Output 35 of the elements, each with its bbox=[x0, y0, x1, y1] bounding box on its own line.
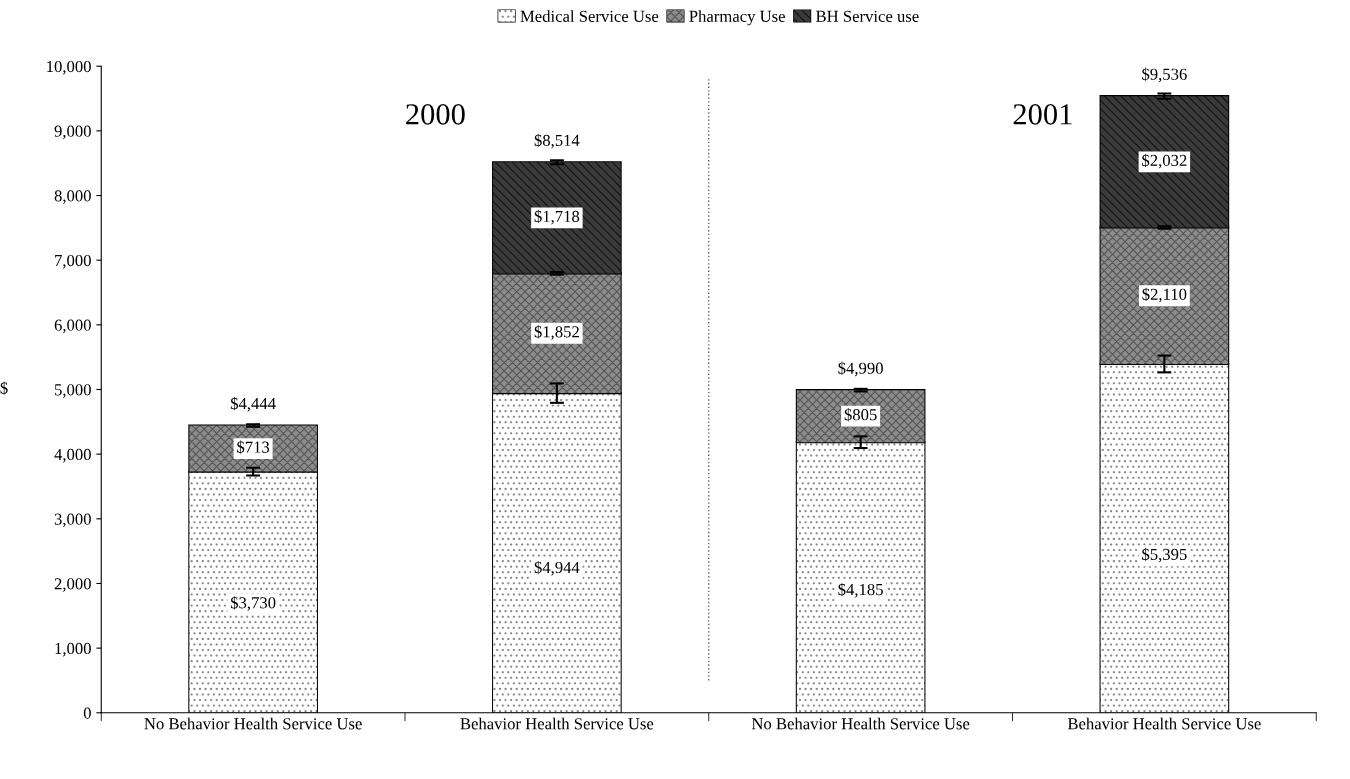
annotation: 2001 bbox=[1013, 104, 1072, 125]
x-tick-label: Behavior Health Service Use bbox=[1067, 717, 1261, 730]
data-label: $1,852 bbox=[534, 325, 579, 340]
y-tick-label: 1,000 bbox=[55, 642, 91, 657]
annotation: 2000 bbox=[406, 104, 465, 125]
y-tick-label: 2,000 bbox=[54, 578, 91, 592]
legend-label: Medical Service Use bbox=[520, 10, 659, 22]
data-label: $3,730 bbox=[230, 596, 276, 611]
y-tick-label: 3,000 bbox=[54, 513, 91, 528]
y-tick-label: 5,000 bbox=[55, 384, 91, 398]
data-label: $805 bbox=[844, 408, 877, 422]
y-tick-label: 6,000 bbox=[54, 319, 91, 334]
y-axis-title: $ bbox=[0, 381, 8, 395]
data-label: $2,110 bbox=[1142, 287, 1187, 303]
total-label: $8,514 bbox=[534, 133, 580, 149]
data-label: $4,944 bbox=[534, 560, 580, 576]
y-tick-label: 0 bbox=[83, 707, 91, 719]
data-label: $4,185 bbox=[838, 582, 883, 598]
y-tick-label: 8,000 bbox=[54, 190, 91, 204]
data-label: $2,032 bbox=[1142, 153, 1187, 169]
x-tick-label: No Behavior Health Service Use bbox=[144, 717, 362, 730]
y-tick-label: 9,000 bbox=[54, 125, 91, 140]
total-label: $4,444 bbox=[230, 396, 276, 412]
x-tick-label: No Behavior Health Service Use bbox=[751, 717, 970, 730]
data-label: $713 bbox=[237, 440, 270, 454]
data-label: $1,718 bbox=[534, 209, 580, 225]
legend-label: Pharmacy Use bbox=[689, 10, 785, 26]
y-tick-label: 4,000 bbox=[54, 448, 91, 463]
x-tick-label: Behavior Health Service Use bbox=[460, 717, 654, 730]
y-tick-label: 7,000 bbox=[55, 254, 91, 269]
total-label: $9,536 bbox=[1142, 67, 1187, 83]
total-label: $4,990 bbox=[838, 361, 883, 377]
y-tick-label: 10,000 bbox=[47, 60, 91, 75]
legend-label: BH Service use bbox=[816, 10, 919, 22]
data-label: $5,395 bbox=[1142, 547, 1187, 563]
